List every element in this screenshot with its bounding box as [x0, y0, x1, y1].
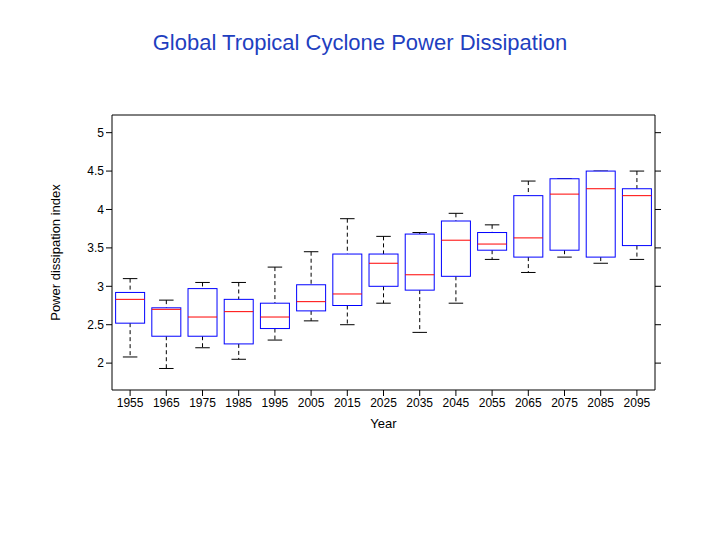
- svg-text:Year: Year: [370, 416, 397, 431]
- svg-text:1985: 1985: [225, 396, 252, 410]
- svg-text:Power dissipation index: Power dissipation index: [48, 184, 63, 321]
- svg-text:1965: 1965: [153, 396, 180, 410]
- svg-text:3: 3: [97, 280, 104, 294]
- svg-text:2025: 2025: [370, 396, 397, 410]
- svg-text:2015: 2015: [334, 396, 361, 410]
- svg-text:2075: 2075: [551, 396, 578, 410]
- html-text:Global Tropical Cyclone Power: Global Tropical Cyclone Power Dissipatio…: [152, 30, 568, 55]
- svg-text:2045: 2045: [443, 396, 470, 410]
- svg-text:2095: 2095: [624, 396, 651, 410]
- svg-text:2055: 2055: [479, 396, 506, 410]
- svg-text:2065: 2065: [515, 396, 542, 410]
- svg-text:1955: 1955: [117, 396, 144, 410]
- svg-text:2005: 2005: [298, 396, 325, 410]
- svg-text:3.5: 3.5: [87, 241, 104, 255]
- svg-text:2085: 2085: [587, 396, 614, 410]
- svg-text:1995: 1995: [262, 396, 289, 410]
- svg-text:2035: 2035: [406, 396, 433, 410]
- svg-text:5: 5: [97, 126, 104, 140]
- svg-text:4: 4: [97, 203, 104, 217]
- svg-text:2: 2: [97, 356, 104, 370]
- svg-text:1975: 1975: [189, 396, 216, 410]
- svg-text:2.5: 2.5: [87, 318, 104, 332]
- svg-text:4.5: 4.5: [87, 164, 104, 178]
